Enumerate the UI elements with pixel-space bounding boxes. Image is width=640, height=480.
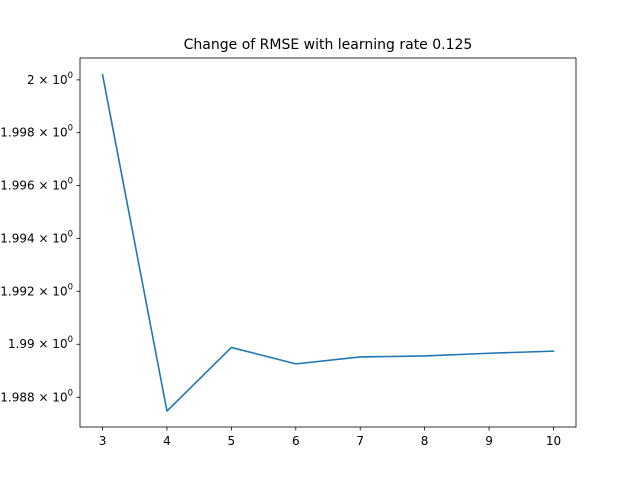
x-tick-label: 9 [485,434,493,448]
y-tick-mantissa: 1.996 [0,178,38,192]
y-tick-suffix: × 10 [38,284,67,298]
y-tick-label: 1.99 × 100 [8,335,73,351]
plot-frame [79,57,577,428]
y-tick-mantissa: 1.994 [0,231,38,245]
y-tick-label: 1.998 × 100 [0,124,73,140]
y-tick-label: 1.992 × 100 [0,282,73,298]
y-tick-mantissa: 1.992 [0,284,38,298]
y-tick-exponent: 0 [68,282,73,292]
y-tick-suffix: × 10 [38,126,67,140]
y-tick-suffix: × 10 [38,231,67,245]
y-tick-exponent: 0 [68,388,73,398]
y-tick-exponent: 0 [68,229,73,239]
y-tick-mantissa: 1.988 [0,390,38,404]
y-tick-label: 1.996 × 100 [0,176,73,192]
y-tick-suffix: × 10 [38,178,67,192]
x-tick-label: 10 [546,434,561,448]
y-tick-exponent: 0 [68,176,73,186]
y-tick-exponent: 0 [68,71,73,81]
y-tick-mantissa: 1.998 [0,126,38,140]
y-tick-suffix: × 10 [38,73,67,87]
x-tick-label: 5 [228,434,236,448]
rmse-series-line [101,73,555,412]
x-tick-label: 6 [292,434,300,448]
y-tick-label: 1.988 × 100 [0,388,73,404]
y-tick-mantissa: 2 [27,73,38,87]
x-tick-label: 3 [99,434,107,448]
y-tick-suffix: × 10 [38,390,67,404]
x-axis: 3 4 5 6 7 8 9 10 [99,427,561,448]
x-tick-label: 7 [356,434,364,448]
x-tick-label: 8 [421,434,429,448]
y-tick-mantissa: 1.99 [8,337,39,351]
y-tick-exponent: 0 [68,335,73,345]
x-tick-label: 4 [163,434,171,448]
chart-title: Change of RMSE with learning rate 0.125 [184,37,473,53]
y-tick-label: 2 × 100 [27,71,73,87]
y-tick-label: 1.994 × 100 [0,229,73,245]
y-tick-suffix: × 10 [38,337,67,351]
y-tick-exponent: 0 [68,124,73,134]
